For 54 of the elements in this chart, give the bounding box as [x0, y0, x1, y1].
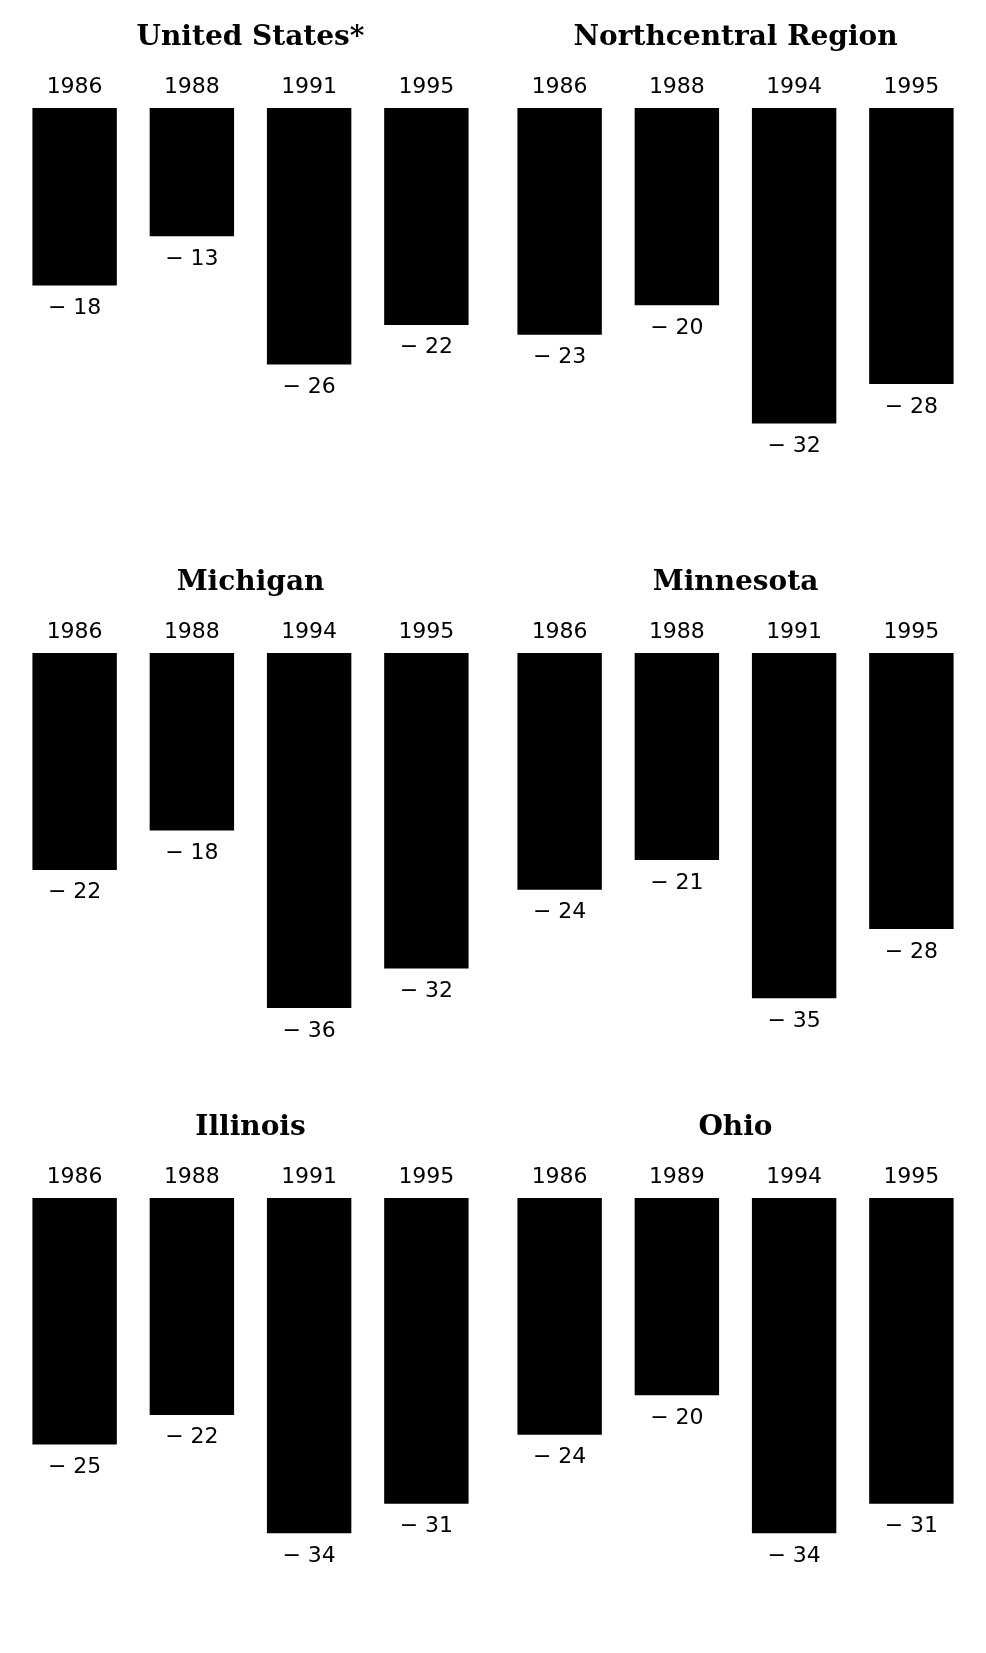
x-tick-label: 1994 — [281, 617, 338, 643]
data-label: − 13 — [165, 244, 219, 270]
data-label: − 24 — [532, 1443, 587, 1469]
chart-title: Ohio — [698, 1108, 773, 1142]
data-label: − 18 — [47, 294, 102, 319]
chart-title: Michigan — [176, 563, 325, 597]
data-label: − 24 — [532, 898, 587, 924]
x-tick-label: 1991 — [766, 617, 823, 643]
x-tick-label: 1995 — [883, 1162, 940, 1188]
x-tick-label: 1995 — [398, 72, 455, 98]
x-tick-label: 1995 — [398, 1162, 455, 1188]
data-label: − 22 — [399, 333, 454, 359]
x-tick-label: 1988 — [648, 72, 705, 98]
x-tick-label: 1991 — [281, 72, 338, 98]
chart-title: Illinois — [195, 1108, 306, 1142]
x-tick-label: 1994 — [766, 72, 823, 98]
x-tick-label: 1986 — [46, 1162, 103, 1188]
data-label: − 22 — [47, 878, 102, 904]
data-label: − 23 — [532, 343, 587, 369]
x-tick-label: 1989 — [648, 1162, 705, 1188]
chart-title: Minnesota — [652, 563, 819, 597]
x-tick-label: 1986 — [531, 1162, 588, 1188]
x-tick-label: 1991 — [281, 1162, 338, 1188]
chart-title: United States* — [136, 18, 365, 52]
x-tick-label: 1986 — [46, 617, 103, 643]
x-tick-label: 1988 — [163, 1162, 220, 1188]
data-label: − 26 — [282, 372, 336, 398]
data-label: − 36 — [282, 1016, 336, 1042]
data-label: − 21 — [650, 868, 704, 894]
data-label: − 22 — [165, 1423, 219, 1449]
x-tick-label: 1994 — [766, 1162, 823, 1188]
data-label: − 20 — [650, 313, 704, 339]
x-tick-label: 1988 — [648, 617, 705, 643]
data-label: − 31 — [399, 1512, 454, 1538]
data-label: − 28 — [884, 392, 939, 418]
x-tick-label: 1986 — [46, 72, 103, 98]
data-label: − 32 — [399, 977, 454, 1003]
data-label: − 32 — [767, 432, 821, 458]
data-label: − 25 — [47, 1453, 102, 1479]
data-label: − 28 — [884, 937, 939, 963]
data-label: − 35 — [767, 1006, 821, 1032]
x-tick-label: 1988 — [163, 72, 220, 98]
x-tick-label: 1986 — [531, 72, 588, 98]
x-tick-label: 1988 — [163, 617, 220, 643]
x-tick-label: 1995 — [883, 72, 940, 98]
data-label: − 31 — [884, 1512, 939, 1538]
x-tick-label: 1995 — [398, 617, 455, 643]
x-tick-label: 1995 — [883, 617, 940, 643]
data-label: − 34 — [282, 1541, 336, 1567]
x-tick-label: 1986 — [531, 617, 588, 643]
data-label: − 34 — [767, 1541, 821, 1567]
data-label: − 18 — [165, 839, 219, 864]
data-label: − 20 — [650, 1403, 704, 1429]
chart-title: Northcentral Region — [573, 18, 898, 52]
